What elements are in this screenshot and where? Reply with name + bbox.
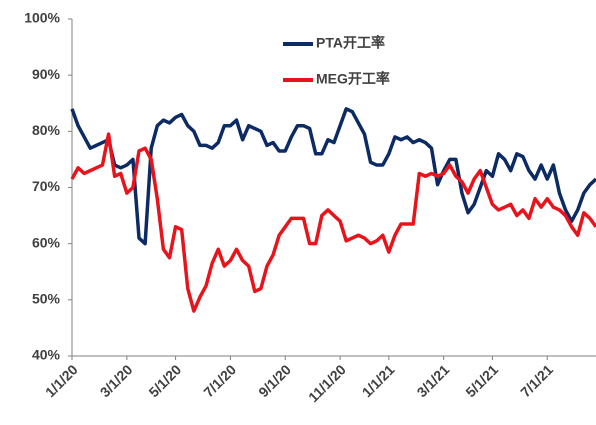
x-tick-label: 1/1/20	[42, 361, 81, 400]
line	[70, 107, 596, 246]
x-tick-label: 5/1/21	[462, 361, 501, 400]
y-tick-label: 70%	[32, 178, 61, 194]
x-tick-label: 3/1/21	[414, 361, 453, 400]
x-tick-label: 11/1/20	[305, 361, 349, 405]
y-tick-label: 80%	[32, 122, 61, 138]
x-tick-label: 1/1/21	[359, 361, 398, 400]
y-tick-label: 40%	[32, 347, 61, 363]
x-tick-label: 3/1/20	[97, 361, 136, 400]
y-tick-label: 90%	[32, 66, 61, 82]
x-tick-label: 7/1/20	[200, 361, 239, 400]
legend-label: MEG开工率	[316, 71, 390, 87]
x-tick-label: 9/1/20	[255, 361, 294, 400]
y-tick-label: 60%	[32, 234, 61, 250]
y-tick-label: 100%	[24, 10, 60, 26]
x-tick-label: 7/1/21	[517, 361, 556, 400]
legend-label: PTA开工率	[316, 35, 385, 51]
line	[70, 132, 596, 313]
x-tick-label: 5/1/20	[145, 361, 184, 400]
y-tick-label: 50%	[32, 291, 61, 307]
